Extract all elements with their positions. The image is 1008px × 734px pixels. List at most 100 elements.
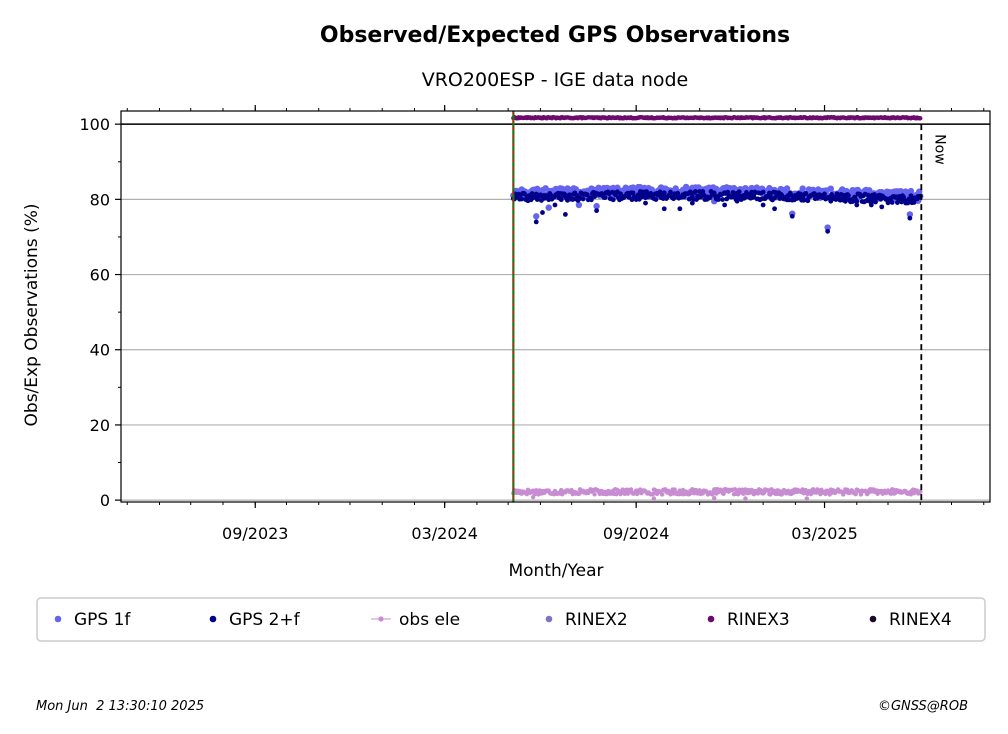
data-point: [533, 213, 540, 220]
data-point: [558, 197, 564, 203]
data-point: [677, 206, 683, 212]
data-point: [872, 192, 877, 197]
plot-frame: [120, 110, 991, 503]
data-point: [789, 213, 795, 219]
data-point: [760, 202, 766, 208]
legend-item-rinex2: RINEX2: [545, 610, 628, 630]
data-point: [659, 492, 665, 497]
legend-marker: [545, 615, 553, 623]
data-point: [907, 187, 915, 195]
data-point: [635, 491, 640, 497]
series-obs-ele: [511, 487, 923, 501]
data-point: [584, 192, 590, 198]
data-point: [519, 196, 525, 202]
data-point: [653, 197, 659, 202]
data-point: [722, 202, 728, 208]
footer-copyright: ©GNSS@ROB: [878, 699, 968, 714]
data-point: [894, 200, 900, 205]
data-point: [873, 199, 878, 205]
data-point: [888, 491, 894, 496]
data-point: [907, 215, 913, 221]
data-point: [693, 189, 698, 194]
y-tick-label: 80: [90, 190, 110, 209]
x-tick-label: 09/2023: [222, 524, 288, 543]
legend-marker: [54, 615, 62, 623]
data-point: [906, 211, 914, 218]
y-tick-label: 100: [79, 115, 110, 134]
y-tick-label: 20: [90, 416, 110, 435]
x-axis-label: Month/Year: [508, 561, 603, 581]
legend-label: RINEX2: [565, 610, 628, 630]
data-point: [846, 193, 851, 198]
plot-series: [510, 115, 924, 501]
data-point: [734, 198, 740, 204]
legend-item-gps-2-f: GPS 2+f: [209, 610, 301, 630]
legend-item-rinex4: RINEX4: [869, 610, 952, 630]
x-tick-label: 03/2024: [411, 524, 477, 543]
legend-marker: [378, 616, 384, 622]
grid: [121, 123, 990, 501]
data-point: [552, 202, 558, 208]
data-point: [858, 492, 864, 497]
data-point: [672, 487, 677, 492]
data-point: [593, 202, 600, 210]
data-point: [630, 190, 636, 196]
data-point: [853, 491, 858, 497]
data-point: [589, 197, 594, 203]
data-point: [822, 191, 827, 197]
data-point: [580, 196, 586, 202]
data-point: [668, 189, 673, 195]
data-point: [661, 190, 667, 196]
data-point: [804, 496, 810, 501]
y-tick-label: 60: [90, 266, 110, 285]
data-point: [622, 491, 627, 496]
data-point: [854, 199, 860, 204]
legend-label: GPS 1f: [74, 610, 131, 630]
data-point: [827, 185, 834, 192]
data-point: [854, 202, 860, 208]
data-point: [575, 201, 583, 209]
legend-label: obs ele: [399, 610, 460, 630]
data-point: [643, 200, 648, 206]
data-point: [594, 208, 600, 214]
data-point: [868, 202, 874, 208]
legend-marker: [707, 615, 715, 623]
data-point: [545, 204, 552, 211]
series-gps-2-f: [510, 189, 923, 234]
axes: 0 20 40 60 80 100 09/2023 03/2024 09/2024 03/2025: [79, 105, 985, 543]
footer-timestamp: Mon Jun 2 13:30:10 2025: [36, 699, 204, 714]
data-point: [651, 496, 657, 501]
reference-lines: [121, 111, 990, 502]
chart-title: Observed/Expected GPS Observations: [320, 23, 790, 48]
data-point: [803, 190, 809, 196]
legend-label: RINEX3: [727, 610, 790, 630]
data-point: [889, 200, 895, 205]
data-point: [610, 197, 616, 203]
data-point: [715, 197, 721, 202]
data-point: [567, 192, 572, 198]
legend-box: [36, 597, 986, 642]
y-tick-label: 40: [90, 341, 110, 360]
x-tick-label: 03/2025: [791, 524, 857, 543]
legend-item-obs-ele: obs ele: [371, 610, 460, 630]
data-point: [805, 198, 811, 204]
data-point: [772, 206, 777, 212]
data-point: [661, 206, 667, 212]
legend-label: RINEX4: [889, 610, 952, 630]
data-point: [760, 189, 766, 195]
data-point: [721, 491, 726, 496]
legend-item-rinex3: RINEX3: [707, 610, 790, 630]
data-point: [533, 219, 539, 225]
data-point: [824, 224, 831, 231]
chart-subtitle: VRO200ESP - IGE data node: [422, 69, 689, 91]
data-point: [918, 116, 923, 121]
data-point: [743, 496, 748, 501]
data-point: [540, 210, 545, 215]
data-point: [592, 492, 597, 497]
legend-marker: [209, 615, 217, 623]
data-point: [755, 491, 761, 496]
data-point: [720, 197, 725, 202]
data-point: [911, 200, 917, 205]
legend-marker: [869, 615, 877, 623]
